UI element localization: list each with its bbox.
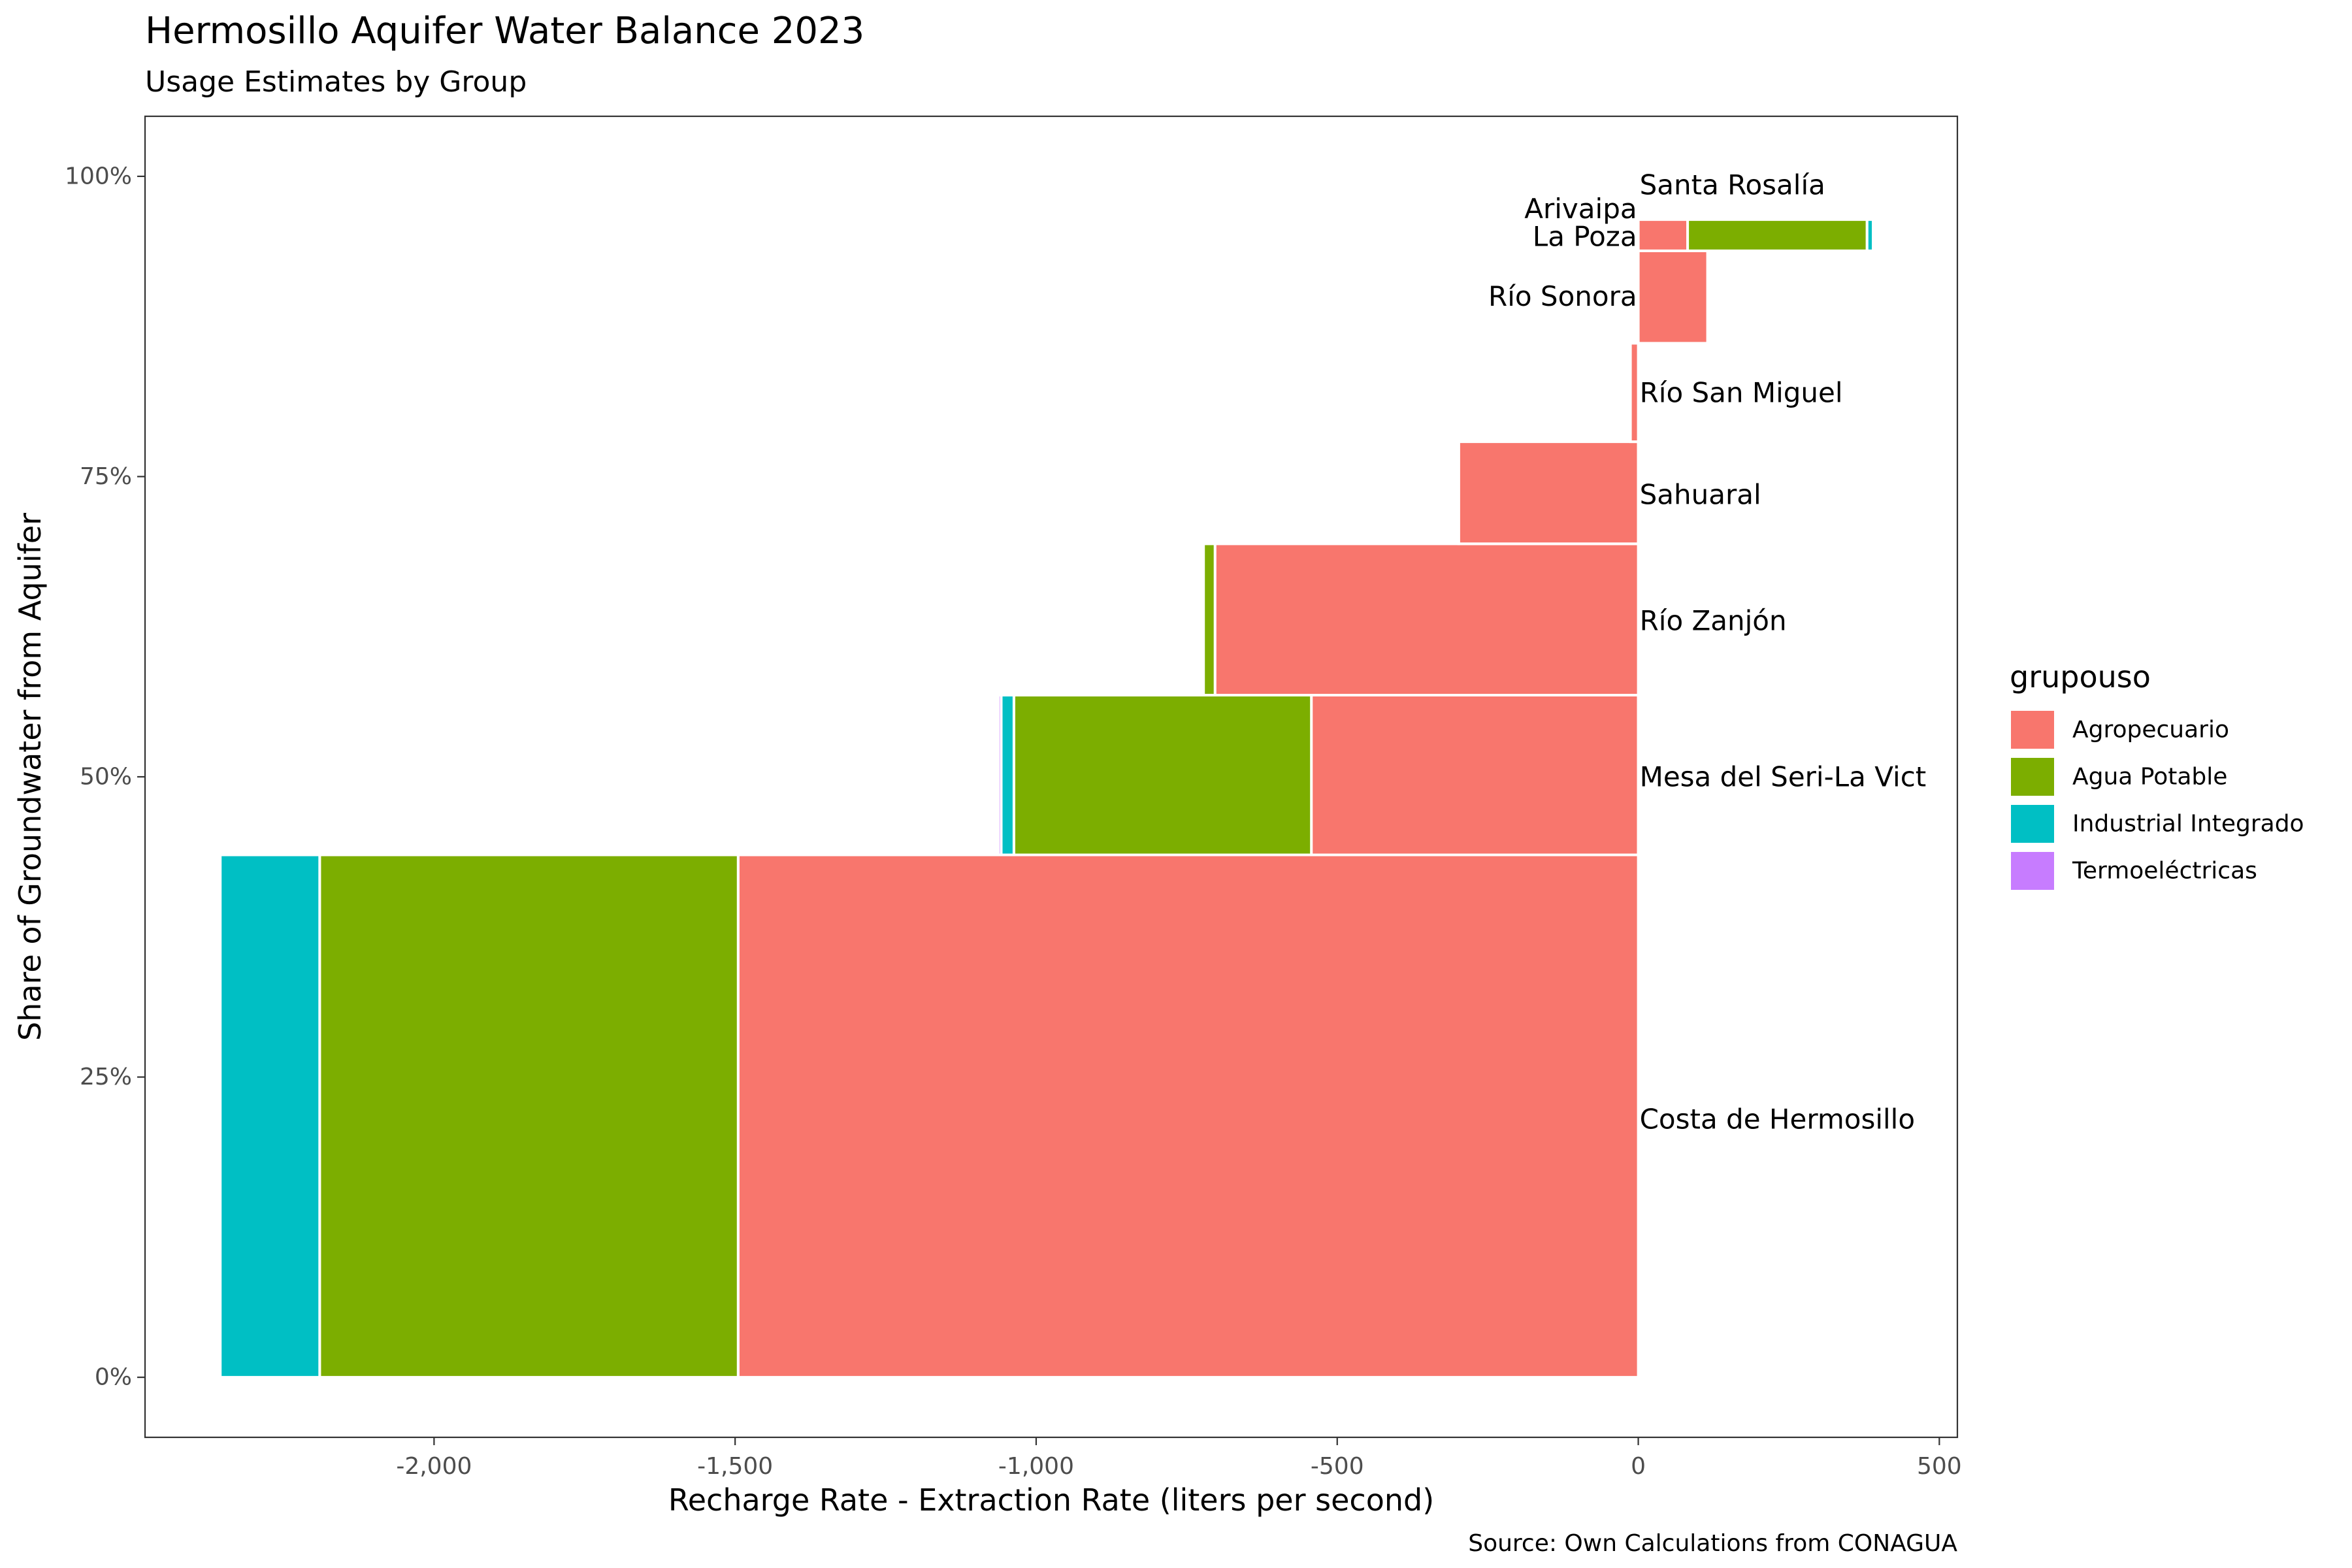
bar-costa-de-hermosillo-agua-potable <box>318 853 740 1379</box>
x-tick-label: -1,500 <box>697 1453 773 1480</box>
legend-label-industrial-integrado: Industrial Integrado <box>2072 811 2304 838</box>
bar-mesa-del-seri-la-vict-agua-potable <box>1012 694 1313 857</box>
aquifer-label-rio-sonora: Río Sonora <box>1488 280 1637 312</box>
y-tick-label: 0% <box>95 1364 132 1391</box>
legend-swatch-agropecuario <box>2011 711 2054 749</box>
x-axis-title: Recharge Rate - Extraction Rate (liters … <box>668 1482 1434 1518</box>
bar-rio-zanjon-agua-potable <box>1202 542 1217 697</box>
chart-caption: Source: Own Calculations from CONAGUA <box>1468 1530 1957 1557</box>
aquifer-label-costa-de-hermosillo: Costa de Hermosillo <box>1640 1103 1915 1135</box>
chart-title: Hermosillo Aquifer Water Balance 2023 <box>145 10 864 52</box>
x-tick-label: 0 <box>1631 1453 1646 1480</box>
bar-mesa-del-seri-la-vict-termoelectricas <box>996 694 1003 857</box>
bar-sahuaral-agropecuario <box>1457 440 1640 546</box>
bar-costa-de-hermosillo-agropecuario <box>736 853 1640 1379</box>
aquifer-label-rio-zanjon: Río Zanjón <box>1640 605 1787 637</box>
aquifer-label-mesa-del-seri-la-vict: Mesa del Seri-La Vict <box>1640 761 1927 793</box>
legend-swatch-termoelectricas <box>2011 852 2054 890</box>
legend-title: grupouso <box>2010 659 2151 694</box>
bar-la-poza-industrial-integrado <box>1865 218 1875 252</box>
legend-swatch-agua-potable <box>2011 758 2054 796</box>
x-tick-label: -500 <box>1311 1453 1364 1480</box>
legend-label-agua-potable: Agua Potable <box>2072 764 2227 791</box>
bar-costa-de-hermosillo-industrial-integrado <box>219 853 321 1379</box>
y-tick-label: 100% <box>65 163 132 189</box>
y-tick-label: 75% <box>80 463 132 490</box>
x-tick-label: 500 <box>1917 1453 1962 1480</box>
bar-rio-sonora-agropecuario <box>1637 249 1709 345</box>
y-tick-label: 25% <box>80 1064 132 1090</box>
bar-rio-san-miguel-agropecuario <box>1629 342 1640 444</box>
aquifer-label-rio-san-miguel: Río San Miguel <box>1640 376 1843 408</box>
bar-mesa-del-seri-la-vict-industrial-integrado <box>1000 694 1015 857</box>
legend-swatch-industrial-integrado <box>2011 805 2054 843</box>
aquifer-label-layer: Costa de Hermosillo Mesa del Seri-La Vict… <box>1488 169 1926 1135</box>
bar-la-poza-agua-potable <box>1686 218 1869 252</box>
legend: Agropecuario Agua Potable Industrial Integ… <box>2011 711 2304 890</box>
legend-label-agropecuario: Agropecuario <box>2072 717 2229 743</box>
bar-la-poza-agropecuario <box>1637 218 1690 252</box>
bar-rio-zanjon-agropecuario <box>1213 542 1640 697</box>
y-axis: 0% 25% 50% 75% 100% <box>65 163 145 1391</box>
aquifer-label-la-poza: La Poza <box>1533 220 1637 252</box>
y-tick-label: 50% <box>80 764 132 791</box>
aquifer-label-arivaipa: Arivaipa <box>1524 193 1637 225</box>
aquifer-label-santa-rosalia: Santa Rosalía <box>1640 169 1825 201</box>
bar-mesa-del-seri-la-vict-agropecuario <box>1310 694 1640 857</box>
y-axis-title: Share of Groundwater from Aquifer <box>12 513 48 1041</box>
chart-subtitle: Usage Estimates by Group <box>145 65 527 99</box>
x-tick-label: -1,000 <box>998 1453 1074 1480</box>
x-axis: -2,000 -1,500 -1,000 -500 0 500 <box>396 1437 1962 1480</box>
x-tick-label: -2,000 <box>396 1453 472 1480</box>
bar-layer <box>219 218 1875 1379</box>
aquifer-label-sahuaral: Sahuaral <box>1640 479 1761 511</box>
legend-label-termoelectricas: Termoeléctricas <box>2072 858 2257 885</box>
